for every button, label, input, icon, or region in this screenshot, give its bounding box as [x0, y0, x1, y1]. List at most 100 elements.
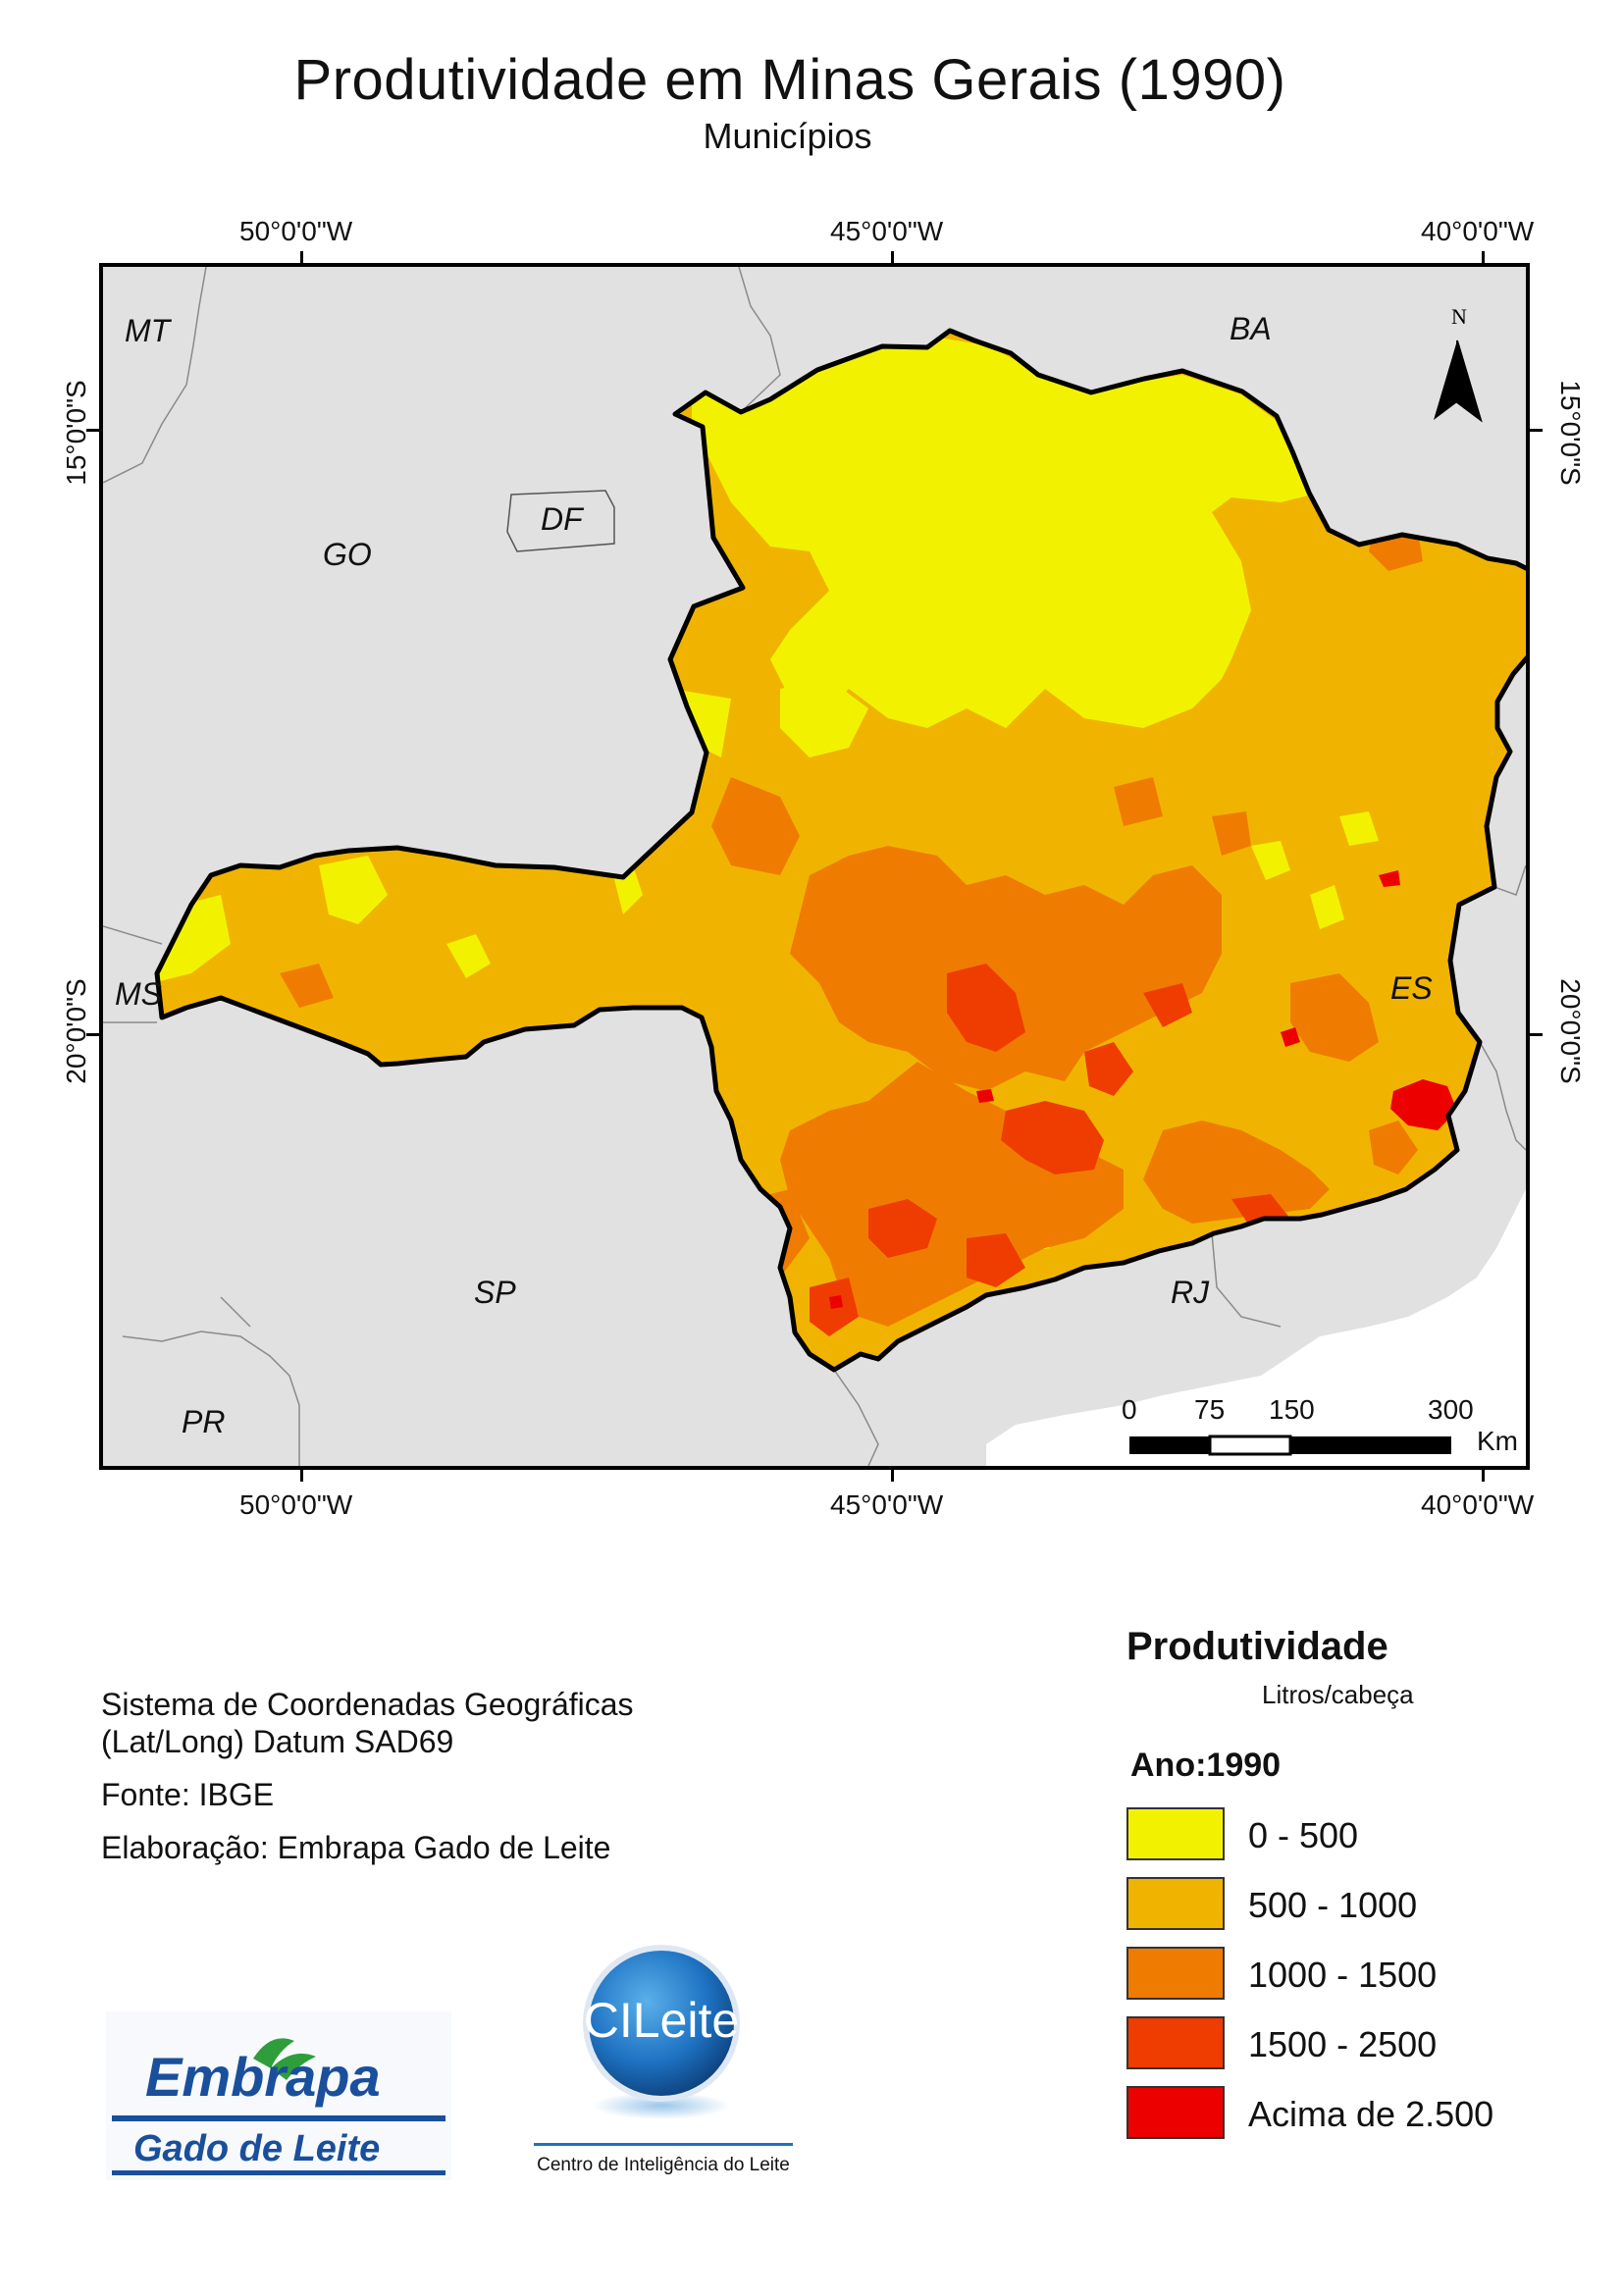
legend-item: 0 - 500: [1126, 1807, 1519, 1862]
legend-label: 1000 - 1500: [1248, 1955, 1438, 1995]
legend-item: 1500 - 2500: [1126, 2016, 1519, 2071]
lon-label-bottom-40w: 40°0'0"W: [1421, 1489, 1535, 1520]
class-1500-2500-area: [868, 1199, 937, 1258]
north-arrow-icon: N: [1434, 304, 1483, 423]
crs-line2: (Lat/Long) Datum SAD69: [101, 1724, 454, 1759]
class-above-2500-area: [829, 1295, 843, 1309]
legend-title: Produtividade: [1126, 1625, 1388, 1668]
scale-label-300: 300: [1428, 1394, 1474, 1425]
lon-label-bottom-50w: 50°0'0"W: [239, 1489, 353, 1520]
state-label-df: DF: [541, 501, 585, 537]
legend-item: Acima de 2.500: [1126, 2086, 1519, 2141]
lat-label-right-20s: 20°0'0"S: [1555, 978, 1586, 1084]
embrapa-wordmark: Embrapa: [145, 2046, 381, 2108]
class-0-500-area: [692, 336, 1320, 728]
class-1500-2500-area: [967, 1233, 1025, 1287]
legend-swatch: [1126, 1877, 1225, 1930]
legend-label: 500 - 1000: [1248, 1885, 1418, 1925]
cileite-caption: Centro de Inteligência do Leite: [537, 2155, 790, 2175]
map-canvas: MT BA GO DF MS ES SP RJ PR N 0 75 150: [103, 267, 1526, 1466]
crs-line1: Sistema de Coordenadas Geográficas: [101, 1687, 634, 1722]
lat-label-right-15s: 15°0'0"S: [1555, 380, 1586, 486]
class-1000-1500-area: [711, 777, 800, 875]
scale-label-150: 150: [1269, 1394, 1315, 1425]
map-subtitle: Municípios: [703, 116, 872, 156]
df-outline: [506, 490, 615, 552]
class-1500-2500-area: [1001, 1101, 1104, 1174]
legend-label: Acima de 2.500: [1248, 2094, 1494, 2134]
state-label-sp: SP: [474, 1275, 516, 1310]
class-1500-2500-area: [947, 964, 1025, 1052]
embrapa-logo: Embrapa Gado de Leite: [106, 2011, 451, 2180]
tick: [300, 1468, 303, 1482]
class-1000-1500-area: [1114, 777, 1163, 826]
class-0-500-area: [1339, 811, 1379, 846]
tick: [300, 251, 303, 265]
tick: [1529, 429, 1543, 432]
legend-label: 1500 - 2500: [1248, 2024, 1438, 2064]
sea-area: [986, 1189, 1526, 1466]
tick: [1482, 1468, 1485, 1482]
lon-label-top-50w: 50°0'0"W: [239, 216, 353, 246]
cileite-badge-text: CILeite: [584, 1993, 739, 2048]
lat-label-left-15s: 15°0'0"S: [61, 380, 91, 486]
map-notes: Sistema de Coordenadas Geográficas (Lat/…: [101, 1686, 634, 1882]
class-1000-1500-area: [1143, 1121, 1330, 1224]
legend-units: Litros/cabeça: [1262, 1680, 1414, 1709]
scale-label-0: 0: [1122, 1394, 1137, 1425]
author-note: Elaboração: Embrapa Gado de Leite: [101, 1830, 611, 1865]
legend-swatch: [1126, 2016, 1225, 2069]
lat-label-left-20s: 20°0'0"S: [61, 978, 91, 1084]
state-label-mt: MT: [125, 313, 173, 348]
lon-label-bottom-45w: 45°0'0"W: [830, 1489, 944, 1520]
legend-swatch: [1126, 2086, 1225, 2139]
class-1500-2500-area: [1084, 1042, 1133, 1096]
tick: [86, 429, 100, 432]
tick: [891, 251, 894, 265]
cileite-logo: CILeite Centro de Inteligência do Leite: [534, 1945, 793, 2175]
class-1000-1500-area: [280, 964, 334, 1008]
scale-bar: 0 75 150 300 Km: [1122, 1394, 1518, 1456]
state-label-ba: BA: [1230, 311, 1272, 346]
legend-label: 0 - 500: [1248, 1815, 1359, 1855]
legend-year: Ano:1990: [1130, 1747, 1282, 1784]
state-label-rj: RJ: [1171, 1275, 1210, 1310]
state-borders: [103, 267, 1526, 1466]
legend-item: 500 - 1000: [1126, 1877, 1519, 1932]
legend-swatch: [1126, 1807, 1225, 1860]
tick: [1529, 1033, 1543, 1036]
tick: [86, 1033, 100, 1036]
legend-swatch: [1126, 1947, 1225, 2000]
minas-gerais-outline: [154, 328, 1526, 1373]
class-1000-1500-area: [790, 846, 1222, 1091]
state-label-pr: PR: [182, 1404, 225, 1439]
scale-unit: Km: [1477, 1426, 1518, 1456]
class-1000-1500-area: [1212, 811, 1251, 856]
lon-label-top-40w: 40°0'0"W: [1421, 216, 1535, 246]
embrapa-subtitle: Gado de Leite: [133, 2128, 380, 2169]
map-title: Produtividade em Minas Gerais (1990): [293, 48, 1286, 112]
scale-label-75: 75: [1194, 1394, 1225, 1425]
tick: [1482, 251, 1485, 265]
legend-item: 1000 - 1500: [1126, 1947, 1519, 2002]
class-1000-1500-area: [1369, 1121, 1418, 1174]
class-above-2500-area: [1379, 870, 1400, 887]
crs-note: Sistema de Coordenadas Geográficas (Lat/…: [101, 1686, 634, 1760]
source-note: Fonte: IBGE: [101, 1777, 275, 1812]
class-0-500-area: [446, 934, 491, 978]
map-frame: MT BA GO DF MS ES SP RJ PR N 0 75 150: [99, 263, 1530, 1470]
class-0-500-area: [1251, 841, 1290, 880]
class-above-2500-area: [1281, 1027, 1300, 1047]
north-arrow-label: N: [1451, 304, 1467, 329]
class-0-500-area: [780, 679, 868, 757]
class-above-2500-area: [976, 1089, 994, 1103]
state-label-ms: MS: [115, 976, 162, 1012]
state-label-es: ES: [1390, 970, 1433, 1006]
class-1500-2500-area: [1143, 983, 1192, 1027]
lon-label-top-45w: 45°0'0"W: [830, 216, 944, 246]
class-1000-1500-area: [1290, 973, 1379, 1062]
class-0-500-area: [319, 856, 388, 924]
class-above-2500-area: [1390, 1079, 1457, 1130]
state-label-go: GO: [323, 537, 372, 572]
class-0-500-area: [1310, 885, 1344, 929]
